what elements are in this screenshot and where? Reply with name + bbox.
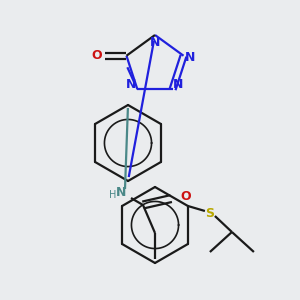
Text: N: N <box>116 187 126 200</box>
Text: N: N <box>185 51 196 64</box>
Text: O: O <box>180 190 190 203</box>
Text: O: O <box>91 49 102 62</box>
Text: N: N <box>126 78 136 91</box>
Text: H: H <box>109 190 117 200</box>
Text: N: N <box>150 37 160 50</box>
Text: S: S <box>206 208 214 220</box>
Text: N: N <box>172 78 183 91</box>
